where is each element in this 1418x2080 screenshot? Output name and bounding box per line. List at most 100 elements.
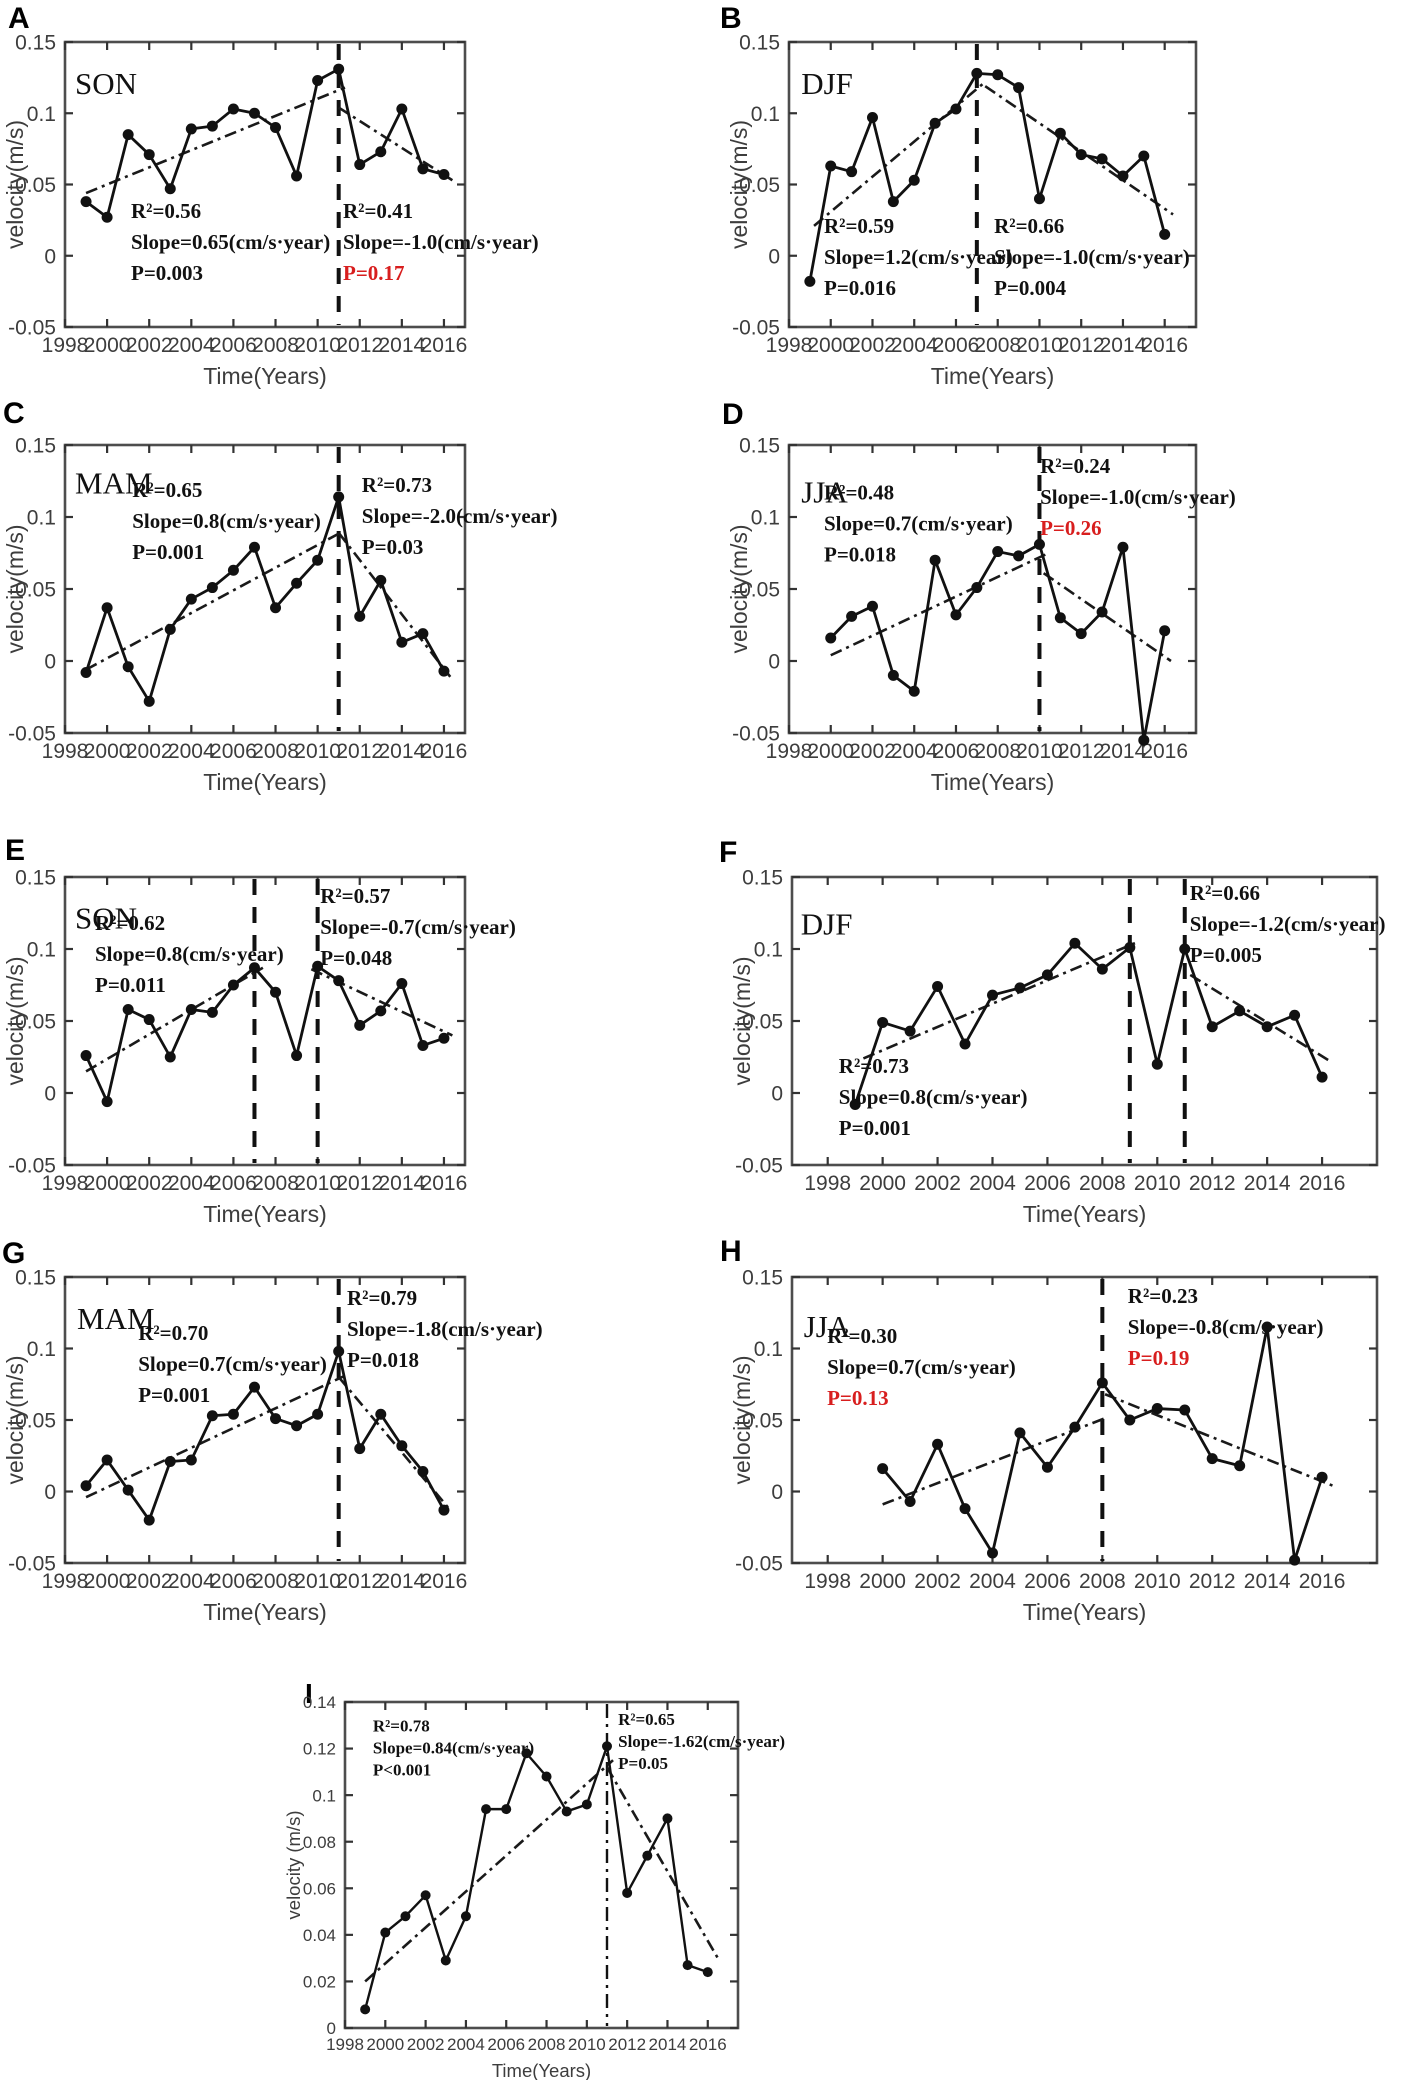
y-tick-label: 0.1 [751, 103, 780, 126]
data-point [227, 1408, 239, 1420]
data-point [206, 120, 218, 132]
data-point [312, 1408, 324, 1420]
data-point [1124, 1414, 1136, 1426]
data-point [333, 975, 345, 987]
x-axis-label: Time(Years) [203, 363, 327, 389]
data-point [143, 695, 155, 707]
data-point [877, 1016, 889, 1028]
data-point [971, 582, 983, 594]
data-point [1117, 541, 1129, 553]
y-tick-label: 0.05 [742, 1410, 783, 1433]
annotation-right: R²=0.24 Slope=-1.0(cm/s·year) P=0.26 [1040, 454, 1236, 540]
y-axis-label: velocity(m/s) [2, 1355, 28, 1484]
x-tick-label: 1998 [766, 740, 813, 763]
data-point [804, 275, 816, 287]
panel-letter-f: F [719, 836, 738, 869]
stat-line: R²=0.65 [132, 478, 202, 502]
y-tick-label: 0 [768, 245, 780, 268]
data-point [270, 986, 282, 998]
x-tick-label: 2002 [407, 2035, 445, 2054]
data-point [312, 960, 324, 972]
trend-line [1042, 572, 1172, 663]
data-points [877, 1321, 1328, 1566]
x-tick-label: 2016 [1141, 740, 1188, 763]
x-tick-label: 2008 [528, 2035, 566, 2054]
stat-line: Slope=0.8(cm/s·year) [839, 1085, 1028, 1109]
data-point [581, 1799, 592, 1810]
data-point [312, 554, 324, 566]
y-tick-label: -0.05 [8, 317, 56, 340]
stat-line: Slope=-1.0(cm/s·year) [994, 245, 1190, 269]
x-axis-label: Time(Years) [931, 363, 1055, 389]
x-tick-label: 2010 [1134, 1172, 1181, 1195]
x-tick-label: 1998 [42, 740, 89, 763]
stat-line: P=0.03 [362, 535, 424, 559]
season-label: SON [75, 901, 137, 936]
y-tick-label: 0.1 [27, 507, 56, 530]
data-point [950, 103, 962, 115]
x-tick-label: 2000 [859, 1570, 906, 1593]
stat-line: Slope=-1.62(cm/s·year) [618, 1732, 785, 1751]
x-tick-label: 2004 [891, 740, 938, 763]
x-tick-label: 2014 [378, 1172, 425, 1195]
x-tick-label: 2014 [1100, 334, 1147, 357]
data-points [80, 491, 450, 707]
data-point [417, 628, 429, 640]
y-tick-label: 0.1 [27, 103, 56, 126]
data-point [248, 962, 260, 974]
data-point [1138, 150, 1150, 162]
chart-E: 1998200020022004200620082010201220142016… [2, 867, 516, 1227]
y-tick-label: 0.15 [742, 867, 783, 890]
season-label: DJF [801, 66, 853, 101]
annotation-right: R²=0.23 Slope=-0.8(cm/s·year) P=0.19 [1128, 1284, 1324, 1370]
data-point [1033, 538, 1045, 550]
stat-line: Slope=-1.0(cm/s·year) [343, 230, 539, 254]
y-tick-label: -0.05 [735, 1155, 783, 1178]
data-point [1069, 937, 1081, 949]
x-tick-label: 2010 [294, 1570, 341, 1593]
x-tick-label: 2002 [126, 334, 173, 357]
x-tick-label: 2010 [568, 2035, 606, 2054]
data-point [1206, 1453, 1218, 1465]
data-point [143, 1514, 155, 1526]
p-value-red: P=0.26 [1040, 516, 1102, 540]
p-value-red: P=0.19 [1128, 1346, 1190, 1370]
x-tick-label: 1998 [42, 334, 89, 357]
panel-letter-a: A [8, 2, 30, 35]
data-point [1096, 153, 1108, 165]
data-point [375, 1408, 387, 1420]
data-point [291, 1420, 303, 1432]
y-tick-label: 0.15 [15, 867, 56, 890]
x-tick-label: 2014 [378, 334, 425, 357]
stat-line: P=0.001 [138, 1383, 210, 1407]
data-point [1069, 1421, 1081, 1433]
data-point [122, 1003, 134, 1015]
x-tick-label: 2010 [1134, 1570, 1181, 1593]
trend-line [1104, 1393, 1334, 1487]
y-tick-label: -0.05 [8, 1155, 56, 1178]
x-axis-label: Time(Years) [203, 1599, 327, 1625]
data-point [333, 63, 345, 75]
y-tick-label: 0.1 [754, 939, 783, 962]
data-line [363, 1745, 709, 2010]
data-point [440, 1955, 451, 1966]
data-point [270, 602, 282, 614]
y-tick-label: 0.08 [303, 1833, 336, 1852]
x-tick-label: 2000 [84, 740, 131, 763]
y-tick-label: 0.05 [15, 174, 56, 197]
data-point [1033, 193, 1045, 205]
data-point [971, 67, 983, 79]
y-tick-label: -0.05 [8, 1553, 56, 1576]
stat-line: R²=0.73 [839, 1054, 909, 1078]
x-tick-label: 2008 [252, 334, 299, 357]
data-point [1234, 1005, 1246, 1017]
data-point [333, 1345, 345, 1357]
stat-line: R²=0.78 [373, 1716, 430, 1735]
x-tick-label: 2000 [84, 1570, 131, 1593]
x-tick-label: 2004 [447, 2035, 485, 2054]
data-point [101, 602, 113, 614]
stat-line: R²=0.48 [824, 481, 894, 505]
data-points [80, 1345, 450, 1526]
y-tick-label: 0 [327, 2019, 336, 2038]
data-point [101, 211, 113, 223]
